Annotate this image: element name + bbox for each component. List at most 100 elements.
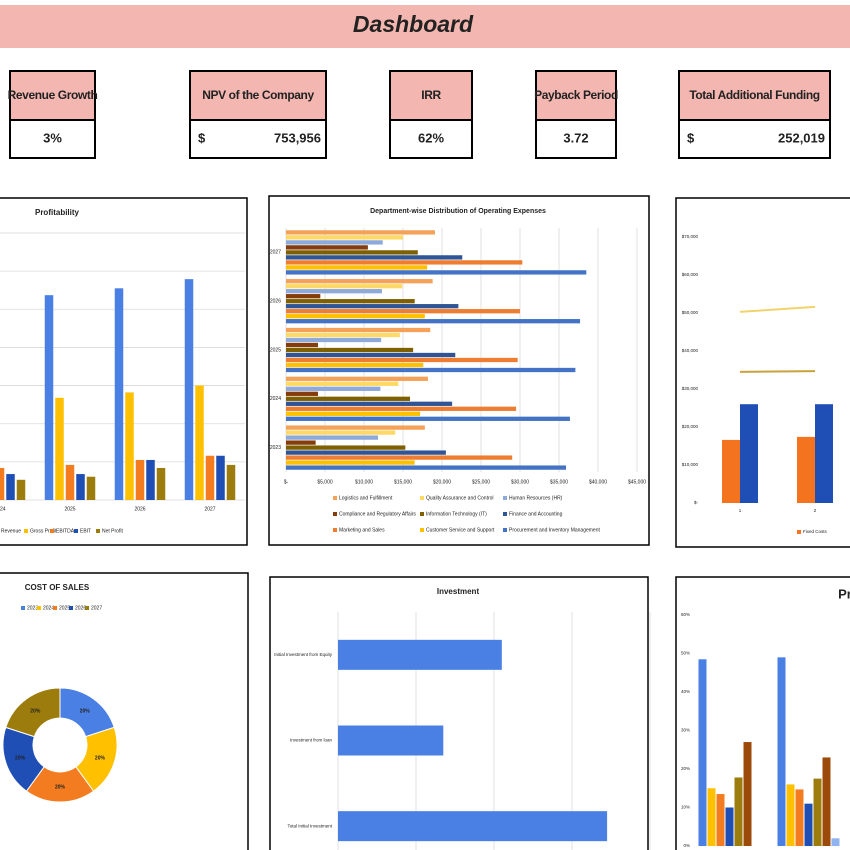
x-tick-label: $- (284, 479, 289, 485)
kpi-value: 62% (418, 130, 444, 145)
legend-label: Information Technology (IT) (426, 511, 487, 517)
slice-label: 20% (95, 755, 106, 761)
bar (16, 479, 26, 500)
y-tick-label: 20% (681, 766, 690, 771)
x-tick-label: $20,000 (433, 479, 451, 485)
kpi-value-box (678, 119, 831, 159)
bar (156, 467, 166, 500)
bar (286, 299, 415, 304)
bar (286, 435, 379, 440)
line (739, 305, 816, 313)
bar (777, 657, 786, 846)
bar (286, 270, 587, 275)
kpi-value: 3.72 (563, 130, 588, 145)
bar (286, 455, 513, 460)
bar (815, 404, 833, 503)
y-tick-label: 2026 (270, 299, 281, 305)
bar (286, 230, 435, 235)
y-tick-label: 10% (681, 805, 690, 810)
x-tick-label: 2024 (0, 506, 6, 512)
bar (722, 439, 740, 503)
bar (797, 436, 815, 503)
kpi-value-box (535, 119, 617, 159)
bar (286, 381, 399, 386)
y-tick-label: $20,000 (682, 424, 699, 429)
x-tick-label: $15,000 (394, 479, 412, 485)
bar (216, 455, 225, 500)
bar (226, 464, 236, 500)
bar (286, 250, 418, 255)
bar (286, 314, 425, 319)
bar (184, 279, 194, 500)
legend-swatch (50, 529, 54, 533)
legend-swatch (21, 606, 25, 610)
bar (734, 777, 743, 846)
kpi-label: Total Additional Funding (689, 88, 819, 102)
legend-swatch (420, 512, 424, 516)
x-tick-label: $45,000 (628, 479, 646, 485)
y-tick-label: Investment from loan (290, 738, 333, 743)
y-tick-label: 0% (683, 843, 690, 848)
header-band (0, 5, 850, 48)
bar (286, 352, 456, 358)
bar (286, 240, 383, 245)
bar (338, 639, 502, 670)
legend-swatch (420, 496, 424, 500)
bar (740, 404, 758, 503)
bar (286, 401, 453, 406)
legend-label: Compliance and Regulatory Affairs (339, 511, 416, 517)
legend-swatch (333, 528, 337, 532)
y-tick-label: 30% (681, 728, 690, 733)
bar (286, 284, 403, 289)
chart-title: Investment (437, 587, 480, 596)
y-tick-label: $- (694, 500, 699, 505)
x-tick-label: $10,000 (355, 479, 373, 485)
chart-panel (269, 576, 649, 850)
bar (286, 309, 520, 314)
legend-label: Revenue (1, 528, 21, 534)
bar (286, 440, 316, 445)
bar (286, 411, 421, 416)
y-tick-label: 50% (681, 651, 690, 656)
legend-swatch (24, 529, 28, 533)
bar (286, 391, 318, 396)
legend-swatch (797, 530, 801, 534)
kpi-currency: $ (687, 130, 695, 145)
bar (813, 778, 822, 846)
slice-label: 20% (30, 708, 41, 714)
x-tick-label: 1 (739, 508, 742, 513)
legend-label: 2025 (59, 605, 70, 611)
bar (286, 450, 446, 455)
x-tick-label: 2027 (204, 506, 215, 512)
y-tick-label: 2027 (270, 250, 281, 256)
bar (822, 757, 831, 846)
y-tick-label: $10,000 (682, 462, 699, 467)
kpi-label-box (9, 70, 96, 121)
kpi-label-box (678, 70, 831, 121)
chart-title: Profitability (35, 208, 80, 217)
legend-label: Human Resources (HR) (509, 495, 563, 501)
bar (286, 347, 414, 353)
line (739, 370, 816, 373)
legend-label: Procurement and Inventory Management (509, 527, 600, 533)
kpi-label-box (189, 70, 327, 121)
bar (55, 397, 64, 500)
bar (286, 367, 576, 373)
legend-label: 2026 (75, 605, 86, 611)
bar (716, 794, 725, 846)
bar (286, 294, 321, 299)
bar (286, 362, 424, 368)
kpi-label: Payback Period (534, 88, 618, 102)
y-tick-label: $40,000 (682, 348, 699, 353)
legend-swatch (37, 606, 41, 610)
y-tick-label: 2025 (270, 347, 281, 353)
pie-slice (5, 687, 61, 738)
bar (338, 725, 444, 756)
x-tick-label: $25,000 (472, 479, 490, 485)
legend-label: Customer Service and Support (426, 527, 495, 533)
legend-label: 2024 (43, 605, 54, 611)
bar (286, 319, 581, 324)
bar (6, 474, 15, 500)
kpi-label: IRR (421, 88, 441, 102)
